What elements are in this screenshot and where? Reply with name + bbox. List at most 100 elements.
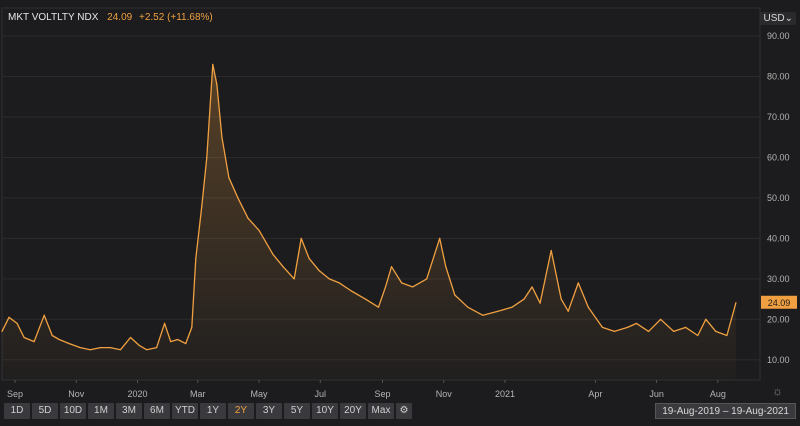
range-button-10d[interactable]: 10D	[60, 403, 86, 419]
x-tick-label: Jul	[315, 389, 327, 399]
data-point	[412, 286, 414, 288]
range-button-1m[interactable]: 1M	[88, 403, 114, 419]
data-point	[216, 84, 218, 86]
data-point	[33, 340, 35, 343]
y-tick-label: 20.00	[767, 314, 790, 324]
data-point	[338, 282, 340, 284]
data-point	[635, 322, 638, 324]
data-point	[626, 326, 629, 329]
data-point	[735, 302, 737, 304]
data-point	[138, 345, 141, 347]
data-point	[8, 316, 10, 318]
data-point	[191, 326, 193, 329]
data-point	[237, 197, 239, 199]
data-point	[185, 342, 187, 345]
data-point	[523, 298, 525, 300]
data-point	[258, 229, 260, 231]
data-point	[685, 326, 687, 329]
range-button-2y[interactable]: 2Y	[228, 403, 254, 419]
data-point	[377, 306, 380, 308]
series-area	[2, 64, 736, 381]
y-tick-label: 60.00	[767, 152, 790, 162]
data-point	[109, 347, 112, 349]
data-point	[221, 136, 223, 138]
data-point	[282, 266, 284, 268]
data-point	[79, 347, 81, 349]
data-point	[531, 286, 533, 288]
range-button-20y[interactable]: 20Y	[340, 403, 366, 419]
y-tick-label: 30.00	[767, 274, 790, 284]
data-point	[482, 314, 484, 316]
x-tick-label: Nov	[436, 389, 453, 399]
y-tick-label: 90.00	[767, 31, 790, 41]
x-tick-label: 2021	[495, 389, 515, 399]
data-point	[390, 266, 393, 268]
range-button-3m[interactable]: 3M	[116, 403, 142, 419]
data-point	[16, 322, 18, 324]
data-point	[328, 278, 330, 280]
data-point	[673, 330, 675, 333]
data-point	[550, 249, 552, 252]
data-point	[164, 322, 166, 324]
data-point	[1, 330, 3, 333]
data-point	[660, 318, 662, 320]
data-point	[195, 258, 197, 260]
data-point	[272, 253, 274, 256]
range-button-10y[interactable]: 10Y	[312, 403, 338, 419]
data-point	[206, 156, 208, 159]
data-point	[228, 177, 230, 179]
data-point	[697, 334, 699, 337]
currency-label: USD	[763, 13, 785, 24]
data-point	[577, 282, 579, 284]
data-point	[560, 298, 562, 300]
sun-icon[interactable]: ☼	[772, 384, 783, 398]
x-tick-label: Aug	[710, 389, 726, 399]
data-point	[511, 306, 513, 308]
y-tick-label: 50.00	[767, 193, 790, 203]
range-button-1d[interactable]: 1D	[4, 403, 30, 419]
data-point	[426, 278, 428, 280]
range-button-3y[interactable]: 3Y	[256, 403, 282, 419]
range-button-5d[interactable]: 5D	[32, 403, 58, 419]
data-point	[145, 349, 148, 351]
last-value-label: 24.09	[768, 298, 791, 308]
data-point	[177, 338, 179, 341]
range-button-6m[interactable]: 6M	[144, 403, 170, 419]
range-button-5y[interactable]: 5Y	[284, 403, 310, 419]
data-point	[400, 282, 403, 284]
currency-dropdown[interactable]: USD⌄	[760, 12, 796, 25]
data-point	[43, 314, 45, 316]
range-selector: 1D 5D 10D 1M 3M 6M YTD 1Y 2Y 3Y 5Y 10Y 20Y Max ⚙	[4, 403, 412, 419]
y-tick-label: 70.00	[767, 112, 790, 122]
data-point	[129, 336, 132, 339]
date-range-display[interactable]: 19-Aug-2019 – 19-Aug-2021	[655, 403, 796, 419]
quote-header: MKT VOLTLTY NDX 24.09 +2.52 (+11.68%)	[8, 12, 217, 23]
data-point	[300, 237, 302, 239]
range-button-max[interactable]: Max	[368, 403, 394, 419]
data-point	[726, 334, 728, 337]
y-tick-label: 80.00	[767, 72, 790, 82]
x-tick-label: Apr	[588, 389, 602, 399]
data-point	[445, 266, 447, 268]
y-tick-label: 10.00	[767, 355, 790, 365]
x-tick-label: 2020	[128, 389, 148, 399]
data-point	[613, 330, 616, 333]
data-point	[247, 217, 249, 219]
data-point	[454, 294, 456, 296]
data-point	[567, 310, 569, 312]
data-point	[715, 330, 717, 333]
data-point	[99, 347, 101, 349]
range-button-ytd[interactable]: YTD	[172, 403, 198, 419]
data-point	[467, 306, 469, 308]
range-button-1y[interactable]: 1Y	[200, 403, 226, 419]
x-tick-label: Sep	[7, 389, 23, 399]
symbol-label: MKT VOLTLTY NDX	[8, 12, 99, 23]
data-point	[212, 63, 214, 66]
data-point	[539, 302, 541, 304]
data-point	[23, 336, 25, 339]
data-point	[497, 310, 499, 312]
chevron-down-icon: ⌄	[784, 13, 793, 24]
gear-icon[interactable]: ⚙	[396, 403, 412, 419]
